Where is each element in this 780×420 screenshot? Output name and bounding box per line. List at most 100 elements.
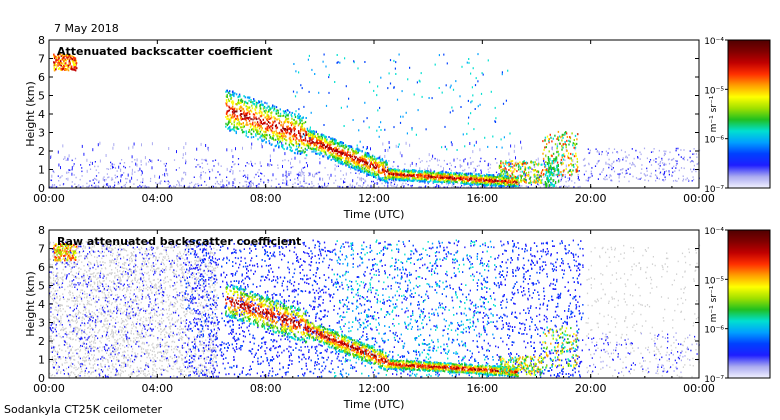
heatmap-cell [265,128,267,131]
heatmap-cell [625,155,627,158]
heatmap-cell [243,185,245,187]
heatmap-cell [673,165,675,168]
heatmap-cell [558,179,560,183]
heatmap-cell [322,144,324,147]
heatmap-cell [464,173,467,176]
heatmap-cell [526,174,528,177]
heatmap-cell [356,166,359,168]
heatmap-cell [321,146,324,148]
heatmap-cell [409,176,411,179]
heatmap-cell [282,136,284,139]
heatmap-cell [281,130,284,133]
heatmap-cell [68,169,70,171]
heatmap-cell [229,128,231,131]
heatmap-cell [330,158,332,161]
colorbar [727,39,771,189]
heatmap-cell [106,183,108,186]
heatmap-cell [613,170,616,173]
heatmap-cell [557,168,559,172]
heatmap-cell [473,181,475,183]
heatmap-cell [474,108,476,110]
heatmap-cell [556,145,559,148]
heatmap-cell [515,185,517,188]
heatmap-cell [282,159,284,162]
plot-area [49,40,699,188]
heatmap-cell [282,173,284,177]
heatmap-cell [467,176,469,179]
heatmap-cell [519,171,521,173]
heatmap-cell [502,185,504,188]
heatmap-cell [229,170,231,173]
heatmap-cell [618,180,620,183]
heatmap-cell [236,108,238,111]
heatmap-cell [326,143,329,146]
heatmap-cell [363,120,365,123]
heatmap-cell [376,171,378,174]
heatmap-cell [556,173,558,176]
heatmap-cell [187,186,189,188]
heatmap-cell [340,141,342,144]
heatmap-cell [344,144,347,147]
heatmap-cell [619,173,621,175]
heatmap-cell [266,115,268,118]
heatmap-cell [487,179,489,182]
heatmap-cell [588,178,590,180]
heatmap-cell [240,105,242,108]
heatmap-cell [235,126,237,129]
heatmap-cell [355,166,358,169]
heatmap-cell [110,165,112,167]
heatmap-cell [70,57,72,60]
heatmap-cell [542,157,545,160]
heatmap-cell [446,62,448,65]
heatmap-cell [450,164,452,167]
heatmap-cell [519,174,521,177]
heatmap-cell [274,125,277,128]
heatmap-cell [226,180,228,182]
heatmap-cell [381,163,383,166]
heatmap-cell [511,185,513,188]
heatmap-cell [95,178,97,180]
heatmap-cell [596,162,598,165]
heatmap-cell [360,170,363,173]
heatmap-cell [314,143,316,146]
heatmap-cell [57,175,59,177]
heatmap-cell [438,184,439,188]
heatmap-cell [319,147,322,149]
heatmap-cell [316,146,318,149]
heatmap-cell [94,165,96,168]
heatmap-cell [335,156,337,159]
heatmap-cell [568,139,570,142]
heatmap-cell [368,154,371,157]
heatmap-cell [608,166,610,169]
heatmap-cell [423,174,426,177]
heatmap-cell [470,181,473,184]
heatmap-cell [517,183,519,186]
heatmap-cell [105,186,107,188]
heatmap-cell [356,182,358,184]
heatmap-cell [511,177,513,180]
heatmap-cell [255,127,257,129]
heatmap-cell [443,159,445,162]
heatmap-cell [303,176,305,180]
heatmap-cell [294,116,297,118]
heatmap-cell [226,117,228,120]
heatmap-cell [603,178,605,180]
heatmap-cell [671,174,673,177]
heatmap-cell [249,109,252,112]
heatmap-cell [250,99,252,101]
heatmap-cell [423,186,425,188]
heatmap-cell [311,137,313,140]
heatmap-cell [297,114,299,117]
heatmap-cell [185,142,187,146]
heatmap-cell [97,165,99,168]
heatmap-cell [322,134,324,137]
heatmap-cell [357,67,359,70]
heatmap-cell [509,158,511,161]
heatmap-cell [243,110,245,113]
heatmap-cell [515,156,516,160]
heatmap-cell [378,126,380,128]
heatmap-cell [249,180,251,183]
heatmap-cell [572,159,574,163]
heatmap-cell [511,181,513,184]
heatmap-cell [119,162,121,165]
